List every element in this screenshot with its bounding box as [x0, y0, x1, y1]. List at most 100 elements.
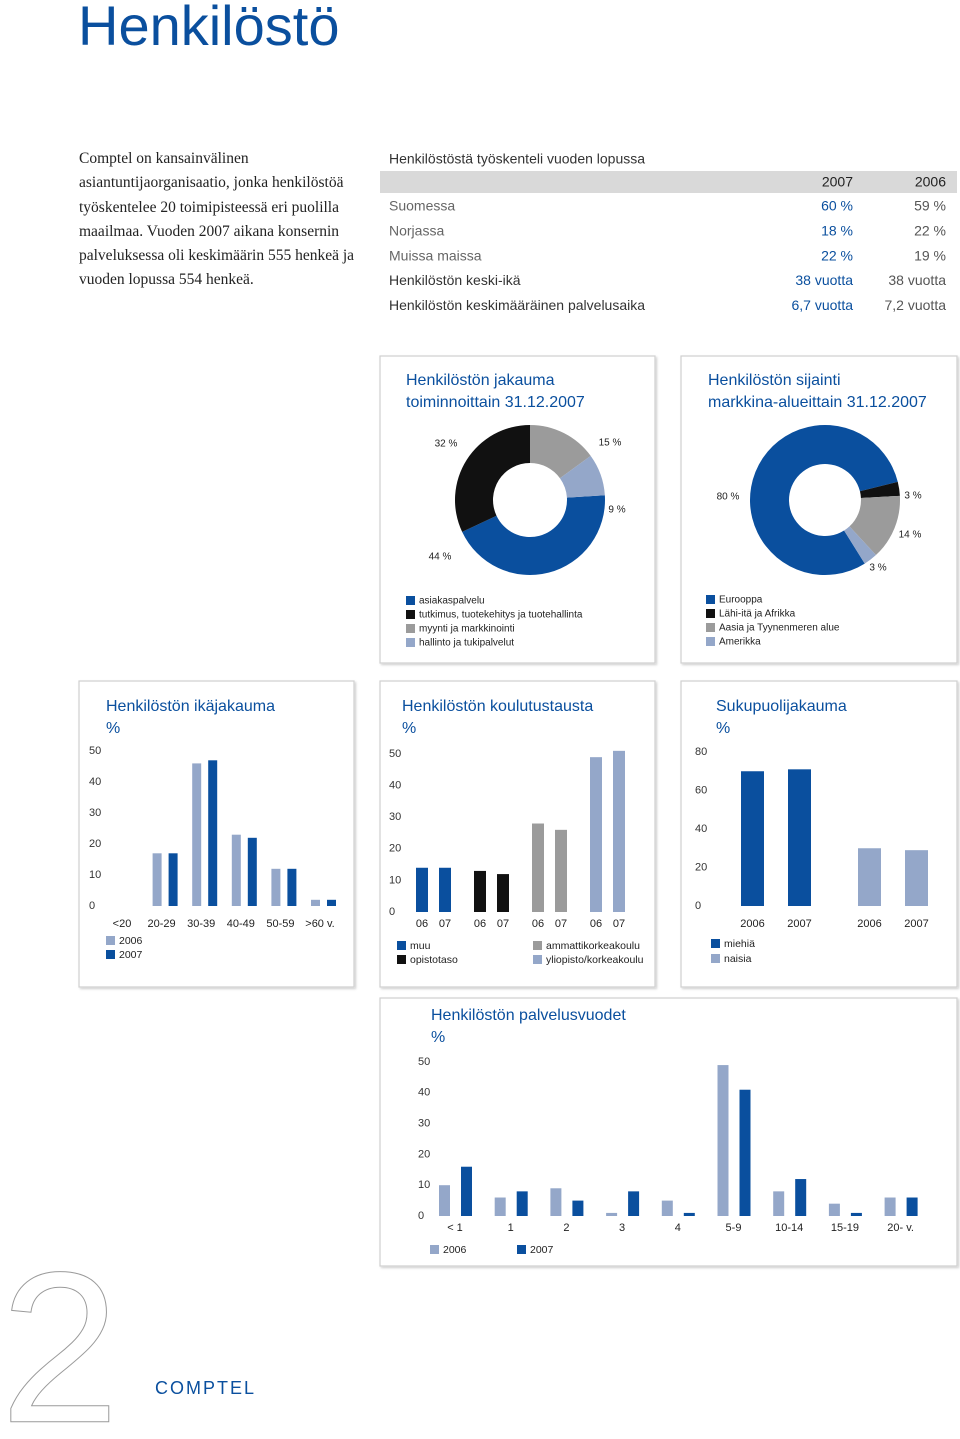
y-tick-label: 80 [695, 746, 707, 758]
legend-swatch [406, 624, 415, 633]
table-column-header: 2007 [822, 174, 853, 190]
table-header-bar [380, 171, 957, 193]
table-row-label: Suomessa [389, 198, 455, 214]
bar [494, 1197, 506, 1216]
x-tick-label: 5-9 [726, 1222, 742, 1234]
y-tick-label: 40 [389, 780, 401, 792]
chart-title: toiminnoittain 31.12.2007 [406, 394, 585, 411]
x-tick-label: 50-59 [266, 918, 294, 930]
y-tick-label: 0 [89, 900, 95, 912]
legend-label: Eurooppa [719, 595, 763, 606]
y-tick-label: 10 [89, 869, 101, 881]
data-label: 32 % [435, 439, 458, 450]
bar [474, 870, 486, 912]
y-tick-label: 0 [389, 906, 395, 918]
bar [311, 899, 320, 906]
legend-swatch [106, 950, 115, 959]
y-tick-label: 20 [418, 1148, 430, 1160]
legend-swatch [711, 954, 720, 963]
bar [850, 1212, 862, 1216]
y-tick-label: 40 [89, 776, 101, 788]
legend-label: 2006 [443, 1244, 467, 1256]
table-cell: 60 % [821, 198, 853, 214]
legend-swatch [533, 955, 542, 964]
chart-subtitle: % [716, 720, 730, 737]
legend-label: asiakaspalvelu [419, 596, 485, 607]
table-row-label: Henkilöstön keskimääräinen palvelusaika [389, 297, 645, 313]
chart-title: Henkilöstön palvelusvuodet [431, 1007, 626, 1024]
table-column-header: 2006 [915, 174, 946, 190]
x-tick-label: 07 [497, 918, 509, 930]
bar [795, 1179, 807, 1216]
bar [905, 850, 928, 906]
chart-subtitle: % [431, 1029, 445, 1046]
bar [416, 867, 428, 912]
x-tick-label: 30-39 [187, 918, 215, 930]
legend-swatch [106, 936, 115, 945]
x-tick-label: 3 [619, 1222, 625, 1234]
legend-swatch [406, 638, 415, 647]
bar [773, 1191, 785, 1216]
x-tick-label: 20-29 [148, 918, 176, 930]
legend-swatch [517, 1245, 526, 1254]
bar [247, 837, 257, 906]
x-tick-label: 2007 [787, 918, 811, 930]
y-tick-label: 20 [389, 843, 401, 855]
table-title: Henkilöstöstä työskenteli vuoden lopussa [389, 151, 645, 167]
data-label: 80 % [717, 492, 740, 503]
page-title: Henkilöstö [78, 0, 339, 57]
bar [168, 853, 178, 906]
brand: COMPTEL [155, 1378, 256, 1398]
table-cell: 22 % [821, 247, 853, 263]
y-tick-label: 0 [418, 1210, 424, 1222]
legend-label: myynti ja markkinointi [419, 624, 515, 635]
x-tick-label: 07 [613, 918, 625, 930]
x-tick-label: 20- v. [887, 1222, 914, 1234]
panel [379, 997, 958, 1267]
x-tick-label: 2006 [740, 918, 764, 930]
donut-segment [844, 526, 876, 564]
bar [271, 868, 281, 906]
legend-label: Amerikka [719, 637, 761, 648]
chart-subtitle: % [402, 720, 416, 737]
chart-title: Henkilöstön sijainti [708, 372, 841, 389]
data-label: 9 % [608, 505, 625, 516]
bar [439, 867, 451, 912]
y-tick-label: 0 [695, 900, 701, 912]
x-tick-label: 06 [590, 918, 602, 930]
x-tick-label: 40-49 [227, 918, 255, 930]
panel [379, 680, 656, 988]
legend-label: hallinto ja tukipalvelut [419, 638, 514, 649]
panel [680, 355, 958, 664]
data-label: 44 % [429, 552, 452, 563]
legend-label: opistotaso [410, 954, 458, 966]
chart-subtitle: % [106, 720, 120, 737]
legend-label: 2007 [530, 1244, 554, 1256]
bar [628, 1191, 640, 1216]
intro-text: Comptel on kansainvälinen asiantuntijaor… [79, 150, 355, 289]
bar [828, 1203, 840, 1216]
chart-title: Henkilöstön ikäjakauma [106, 698, 275, 715]
table-cell: 38 vuotta [888, 272, 946, 288]
x-tick-label: 06 [474, 918, 486, 930]
data-label: 14 % [899, 530, 922, 541]
bar [461, 1166, 472, 1216]
legend-swatch [397, 941, 406, 950]
x-tick-label: 07 [555, 918, 567, 930]
table-cell: 22 % [914, 223, 946, 239]
legend-swatch [406, 610, 415, 619]
bar [606, 1212, 618, 1216]
table-cell: 6,7 vuotta [792, 297, 854, 313]
chart-title: markkina-alueittain 31.12.2007 [708, 394, 927, 411]
legend-label: muu [410, 940, 431, 952]
legend-swatch [706, 609, 715, 618]
legend-swatch [430, 1245, 439, 1254]
y-tick-label: 10 [418, 1179, 430, 1191]
legend-swatch [397, 955, 406, 964]
x-tick-label: 2006 [857, 918, 881, 930]
bar [516, 1191, 528, 1216]
legend-swatch [706, 637, 715, 646]
bar [661, 1200, 673, 1216]
x-tick-label: 06 [416, 918, 428, 930]
